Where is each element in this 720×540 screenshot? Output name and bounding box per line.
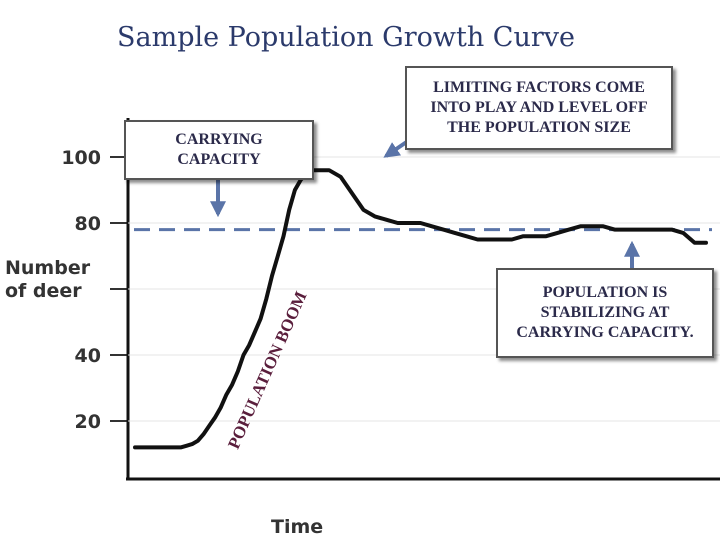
x-axis-title: Time [271,516,323,538]
chart-title: Sample Population Growth Curve [117,22,575,53]
population-curve [133,168,708,450]
stabilizing-text: POPULATION IS STABILIZING AT CARRYING CA… [516,284,694,341]
y-tick-layer: 20 40 80 100 [61,147,128,433]
limiting-factors-callout: LIMITING FACTORS COME INTO PLAY AND LEVE… [405,66,673,150]
y-axis-title-line1: Number [5,257,91,279]
carrying-capacity-callout: CARRYING CAPACITY [124,120,314,180]
stabilizing-callout: POPULATION IS STABILIZING AT CARRYING CA… [496,268,714,358]
y-tick-label-100: 100 [61,147,101,169]
carrying-capacity-text: CARRYING CAPACITY [175,131,263,168]
limiting-factors-text: LIMITING FACTORS COME INTO PLAY AND LEVE… [430,79,648,136]
y-tick-label-80: 80 [75,213,101,235]
y-tick-label-20: 20 [75,411,101,433]
limiting-factors-arrow [383,139,410,158]
y-tick-label-40: 40 [75,345,101,367]
y-axis-title-line2: of deer [5,280,82,302]
